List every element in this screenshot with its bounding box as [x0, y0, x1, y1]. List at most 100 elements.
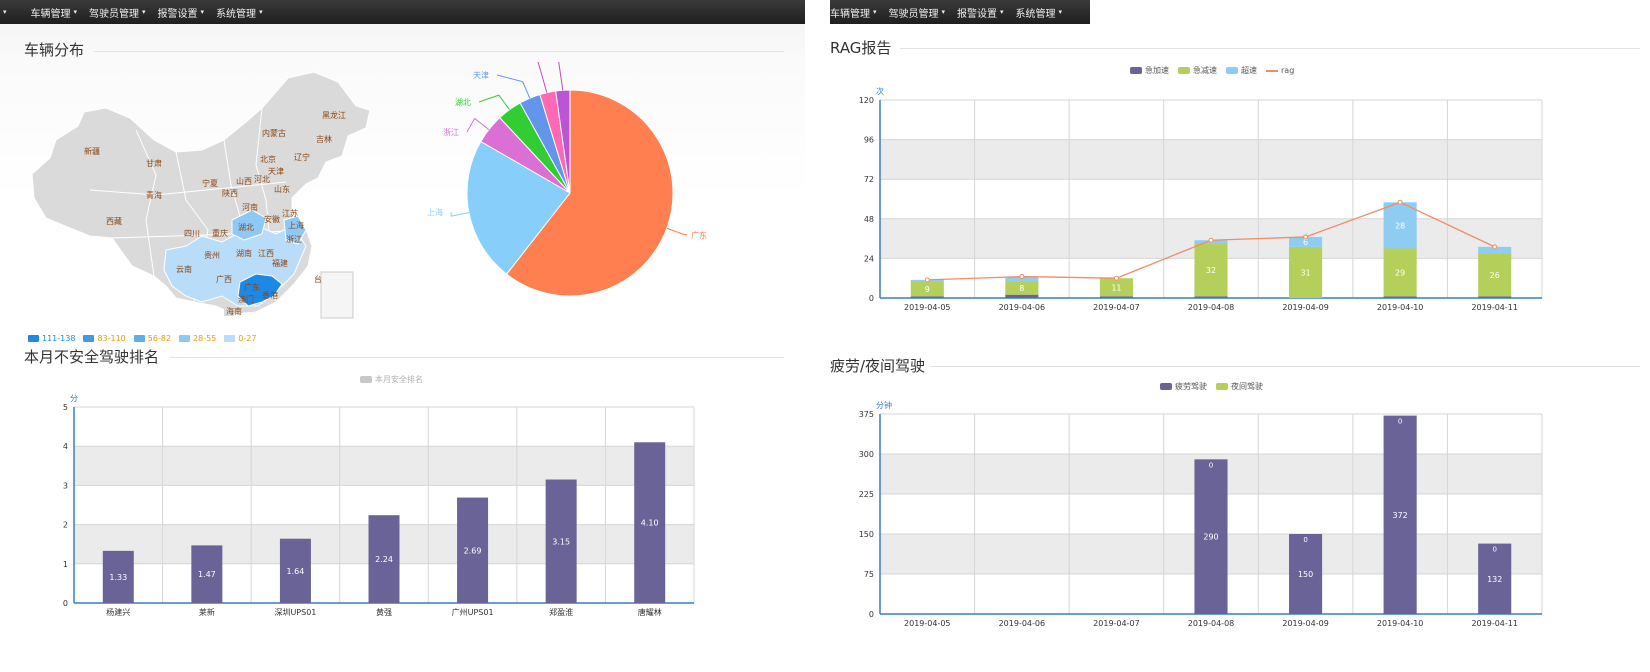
ranking-bar[interactable]	[545, 479, 577, 603]
legend-item[interactable]: 夜间驾驶	[1216, 381, 1263, 392]
fatigue-bar[interactable]	[1289, 534, 1323, 614]
rag-bar-segment[interactable]	[910, 296, 944, 298]
title-divider	[170, 357, 784, 358]
chevron-down-icon: ▾	[73, 8, 78, 16]
rag-bar-segment[interactable]	[1099, 296, 1133, 298]
rag-bar-segment[interactable]	[1194, 296, 1228, 298]
rag-line-point[interactable]	[1303, 234, 1309, 240]
map-legend-item[interactable]: 56-82	[133, 334, 172, 343]
legend-label: 111-138	[42, 334, 76, 343]
nav-system-menu[interactable]: 系统管理 ▾	[216, 5, 275, 20]
rag-bar-segment[interactable]	[1383, 202, 1417, 249]
legend-item[interactable]: 急加速	[1130, 65, 1169, 76]
rag-bar-segment[interactable]	[1289, 236, 1323, 247]
rag-line-point[interactable]	[1397, 199, 1403, 205]
legend-label: 28-55	[193, 334, 217, 343]
rag-bar-segment[interactable]	[1383, 248, 1417, 297]
x-tick-label: 2019-04-06	[999, 303, 1046, 312]
nav-driver-menu[interactable]: 驾驶员管理 ▾	[889, 5, 958, 20]
legend-item[interactable]: 急减速	[1178, 65, 1217, 76]
rag-bar-segment[interactable]	[1478, 253, 1512, 297]
rag-bar-segment[interactable]	[1099, 278, 1133, 297]
screenshot-gap	[805, 0, 830, 672]
nav-system-menu[interactable]: 系统管理 ▾	[1016, 5, 1075, 20]
bar-value-label: 32	[1206, 266, 1216, 275]
nav-vehicle-menu[interactable]: 车辆管理 ▾	[19, 5, 90, 20]
y-tick-label: 72	[864, 175, 874, 184]
grid-band	[880, 414, 1542, 454]
rag-bar-segment[interactable]	[1005, 294, 1039, 298]
map-legend-item[interactable]: 28-55	[179, 334, 216, 343]
rag-bar-segment[interactable]	[1005, 281, 1039, 295]
map-province-label: 西藏	[106, 216, 122, 226]
legend-swatch	[1160, 383, 1172, 390]
map-region-guangdong[interactable]	[237, 273, 283, 307]
map-province-label: 浙江	[286, 234, 302, 244]
bar-value-label: 1.64	[287, 567, 305, 576]
ranking-bar[interactable]	[457, 497, 489, 603]
map-province-label: 上海	[288, 220, 304, 230]
map-region-central[interactable]	[231, 209, 267, 241]
nav-label: 车辆管理	[30, 8, 71, 20]
nav-driver-menu[interactable]: 驾驶员管理 ▾	[89, 5, 158, 20]
rag-line-point[interactable]	[1492, 244, 1498, 250]
pie-leader-line	[496, 74, 531, 99]
y-tick-label: 150	[859, 530, 874, 539]
ranking-bar[interactable]	[279, 538, 311, 603]
grid-band	[74, 407, 694, 447]
ranking-bar[interactable]	[102, 550, 134, 603]
nav-alarm-menu[interactable]: 报警设置 ▾	[158, 5, 217, 20]
map-hainan[interactable]	[224, 308, 234, 316]
nav-alarm-menu[interactable]: 报警设置 ▾	[957, 5, 1016, 20]
bar-value-label: 150	[1298, 570, 1313, 579]
fatigue-bar[interactable]	[1194, 459, 1228, 614]
rag-bar-segment[interactable]	[1478, 246, 1512, 254]
nav-caret[interactable]: ▾	[3, 8, 7, 16]
grid-band	[880, 100, 1542, 140]
y-tick-label: 1	[63, 560, 68, 569]
nav-vehicle-menu[interactable]: 车辆管理 ▾	[830, 5, 889, 20]
map-legend-item[interactable]: 0-27	[224, 334, 256, 343]
rag-line-point[interactable]	[1208, 237, 1214, 243]
legend-item[interactable]: 疲劳驾驶	[1160, 381, 1207, 392]
map-region-zhejiang[interactable]	[283, 215, 307, 245]
bar-value-label: 0	[1020, 607, 1024, 615]
pie-slice-shanghai[interactable]	[466, 140, 571, 275]
legend-label: 56-82	[147, 334, 172, 343]
rag-bar-segment[interactable]	[1478, 296, 1512, 298]
map-province-label: 澳门	[238, 294, 254, 304]
legend-item[interactable]: 超速	[1226, 65, 1257, 76]
ranking-bar[interactable]	[191, 545, 223, 603]
fatigue-bar[interactable]	[1478, 543, 1512, 614]
fatigue-bar[interactable]	[1383, 415, 1417, 614]
pie-slice-guangdong[interactable]	[505, 89, 674, 297]
map-province-label: 青海	[146, 190, 162, 200]
x-tick-label: 2019-04-10	[1377, 303, 1424, 312]
x-tick-label: 2019-04-11	[1471, 303, 1518, 312]
map-province-label: 安徽	[264, 214, 280, 224]
y-tick-label: 225	[859, 490, 874, 499]
rag-section-title: RAG报告	[830, 39, 892, 57]
rag-bar-segment[interactable]	[1289, 246, 1323, 298]
legend-item[interactable]: 本月安全排名	[360, 374, 423, 385]
map-legend-item[interactable]: 83-110	[83, 334, 126, 343]
y-tick-label: 4	[63, 442, 68, 451]
y-tick-label: 24	[864, 254, 874, 263]
ranking-bar[interactable]	[368, 515, 400, 603]
rag-bar-segment[interactable]	[1194, 243, 1228, 297]
legend-swatch	[179, 335, 191, 342]
rag-bar-segment[interactable]	[910, 281, 944, 297]
bar-value-label: 290	[1203, 533, 1218, 542]
chevron-down-icon: ▾	[142, 8, 146, 16]
rag-line-point[interactable]	[1019, 274, 1025, 280]
rag-line-point[interactable]	[1113, 275, 1119, 281]
map-legend-item[interactable]: 111-138	[28, 334, 75, 343]
chevron-down-icon: ▾	[1058, 8, 1063, 16]
ranking-bar[interactable]	[634, 442, 666, 603]
rag-line-point[interactable]	[924, 277, 930, 283]
rag-bar-segment[interactable]	[1383, 296, 1417, 298]
legend-item[interactable]: rag	[1266, 66, 1294, 75]
